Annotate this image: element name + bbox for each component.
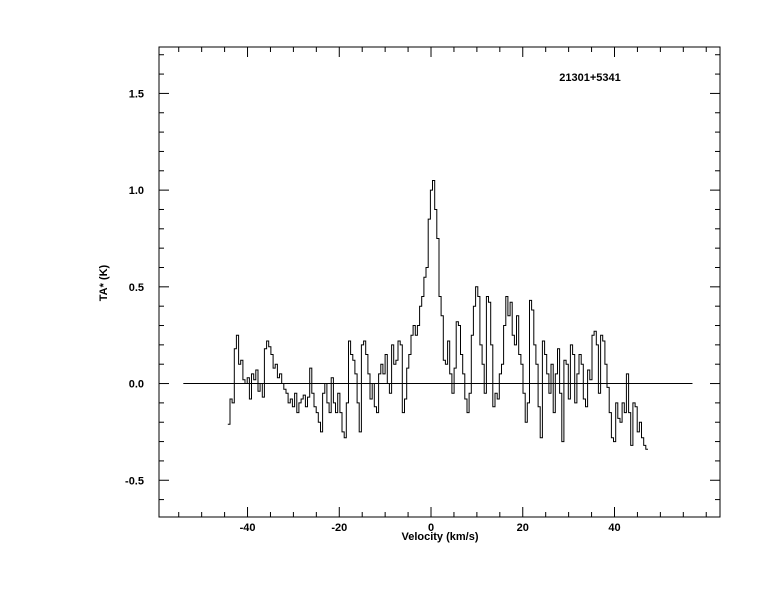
- x-tick-label: 0: [428, 522, 434, 534]
- chart-title: 21301+5341: [559, 72, 620, 84]
- spectrum-histogram: [227, 180, 648, 450]
- y-tick-label: -0.5: [125, 475, 144, 487]
- y-tick-label: 1.0: [129, 185, 144, 197]
- x-axis-label: Velocity (km/s): [401, 531, 478, 543]
- x-tick-label: -20: [331, 522, 347, 534]
- x-tick-label: -40: [240, 522, 256, 534]
- plot-frame: [158, 46, 721, 518]
- x-tick-label: 20: [517, 522, 529, 534]
- y-tick-label: 0.5: [129, 282, 144, 294]
- x-tick-labels: -40 -20 0 20 40: [240, 522, 621, 534]
- y-tick-label: 1.5: [129, 88, 144, 100]
- y-tick-labels: -0.5 0.0 0.5 1.0 1.5: [125, 88, 144, 487]
- y-tick-label: 0.0: [129, 379, 144, 391]
- y-axis-label: TA* (K): [98, 264, 110, 301]
- axis-ticks: [159, 47, 720, 517]
- x-tick-label: 40: [608, 522, 620, 534]
